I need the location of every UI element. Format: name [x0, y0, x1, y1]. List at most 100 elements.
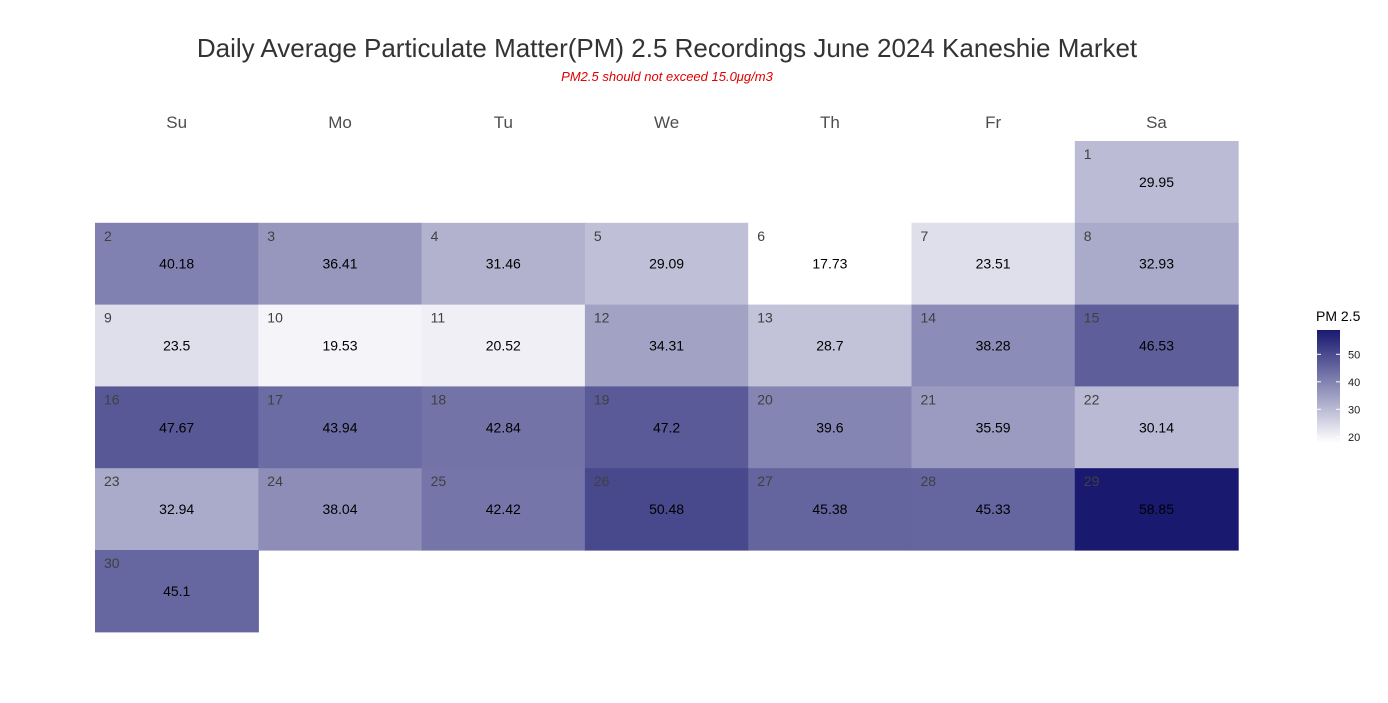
day-cell: 529.09: [584, 222, 749, 306]
day-tile: [421, 304, 586, 387]
day-tile: [95, 468, 259, 551]
weekday-label: Sa: [1146, 113, 1167, 132]
day-cell: 431.46: [421, 222, 586, 306]
legend-tick-label: 30: [1348, 404, 1360, 416]
day-value-label: 31.46: [486, 256, 521, 272]
day-tile: [95, 222, 259, 306]
day-number: 19: [594, 391, 610, 407]
day-cell: 16 47.67: [95, 386, 259, 469]
day-tile: [748, 222, 913, 306]
day-tile: [748, 468, 913, 551]
day-cell: 18 42.84: [421, 386, 586, 469]
day-value-label: 35.59: [976, 419, 1011, 435]
day-tile: [95, 304, 259, 387]
day-tile: [748, 304, 913, 387]
day-number: 5: [594, 228, 602, 244]
day-tile: [911, 386, 1076, 469]
day-number: 9: [104, 310, 112, 326]
day-cell: 22 30.14: [1074, 386, 1239, 469]
day-value-label: 45.1: [163, 583, 190, 599]
day-cell: 26 50.48: [584, 468, 749, 551]
day-number: 15: [1084, 310, 1100, 326]
day-tile: [1074, 222, 1239, 306]
day-tile: [95, 550, 259, 633]
day-tile: [584, 386, 749, 469]
day-value-label: 23.51: [976, 256, 1011, 272]
day-value-label: 39.6: [816, 419, 843, 435]
day-cell: 923.5: [95, 304, 259, 387]
day-tile: [421, 386, 586, 469]
day-value-label: 34.31: [649, 338, 684, 354]
day-cell: 27 45.38: [748, 468, 913, 551]
day-tile: [584, 304, 749, 387]
day-cell: 21 35.59: [911, 386, 1076, 469]
day-value-label: 38.28: [976, 338, 1011, 354]
day-cell: 23 32.94: [95, 468, 259, 551]
weekday-label: Mo: [328, 113, 352, 132]
chart-title: Daily Average Particulate Matter(PM) 2.5…: [197, 33, 1138, 63]
day-tile: [95, 386, 259, 469]
legend-tick-label: 20: [1348, 432, 1360, 444]
day-cell: 25 42.42: [421, 468, 586, 551]
day-value-label: 32.93: [1139, 256, 1174, 272]
legend-ticks: 20 30 40 50: [1317, 349, 1360, 444]
day-number: 3: [267, 228, 275, 244]
day-number: 20: [757, 391, 773, 407]
day-cell: 13 28.7: [748, 304, 913, 387]
day-cell: 29 58.85: [1074, 468, 1239, 551]
legend-tick-label: 50: [1348, 349, 1360, 361]
day-value-label: 23.5: [163, 338, 190, 354]
day-value-label: 30.14: [1139, 419, 1174, 435]
day-tile: [911, 304, 1076, 387]
day-value-label: 45.38: [812, 501, 847, 517]
day-cell: 20 39.6: [748, 386, 913, 469]
weekday-label: Tu: [494, 113, 513, 132]
color-legend: PM 2.5 20 30 40 50: [1316, 308, 1361, 444]
weekday-label: Fr: [985, 113, 1001, 132]
day-number: 8: [1084, 228, 1092, 244]
day-cell: 14 38.28: [911, 304, 1076, 387]
day-tile: [584, 222, 749, 306]
day-number: 13: [757, 310, 773, 326]
day-value-label: 36.41: [322, 256, 357, 272]
day-number: 22: [1084, 391, 1100, 407]
day-number: 27: [757, 473, 773, 489]
day-cell: 240.18: [95, 222, 259, 306]
day-value-label: 29.09: [649, 256, 684, 272]
day-cell: 617.73: [748, 222, 913, 306]
day-number: 12: [594, 310, 610, 326]
day-value-label: 20.52: [486, 338, 521, 354]
day-value-label: 42.84: [486, 419, 521, 435]
day-number: 6: [757, 228, 765, 244]
day-cell: 11 20.52: [421, 304, 586, 387]
day-tile: [911, 468, 1076, 551]
legend-colorbar: [1317, 330, 1340, 443]
day-number: 24: [267, 473, 283, 489]
day-cell: 10 19.53: [258, 304, 423, 387]
day-cell: 17 43.94: [258, 386, 423, 469]
day-tile: [1074, 304, 1239, 387]
day-value-label: 19.53: [322, 338, 357, 354]
day-cell: 28 45.33: [911, 468, 1076, 551]
day-tile: [748, 386, 913, 469]
day-cell: 723.51: [911, 222, 1076, 306]
weekday-label: Th: [820, 113, 840, 132]
day-number: 7: [921, 228, 929, 244]
day-cell: 832.93: [1074, 222, 1239, 306]
day-value-label: 50.48: [649, 501, 684, 517]
day-value-label: 42.42: [486, 501, 521, 517]
day-tile: [258, 386, 423, 469]
day-tile: [421, 222, 586, 306]
day-tile: [258, 222, 423, 306]
day-value-label: 43.94: [322, 419, 357, 435]
day-number: 11: [431, 310, 446, 326]
day-value-label: 28.7: [816, 338, 843, 354]
day-number: 26: [594, 473, 610, 489]
day-number: 1: [1084, 146, 1092, 162]
day-value-label: 47.2: [653, 419, 680, 435]
day-value-label: 40.18: [159, 256, 194, 272]
day-number: 17: [267, 391, 283, 407]
day-tile: [911, 222, 1076, 306]
day-cell: 12 34.31: [584, 304, 749, 387]
